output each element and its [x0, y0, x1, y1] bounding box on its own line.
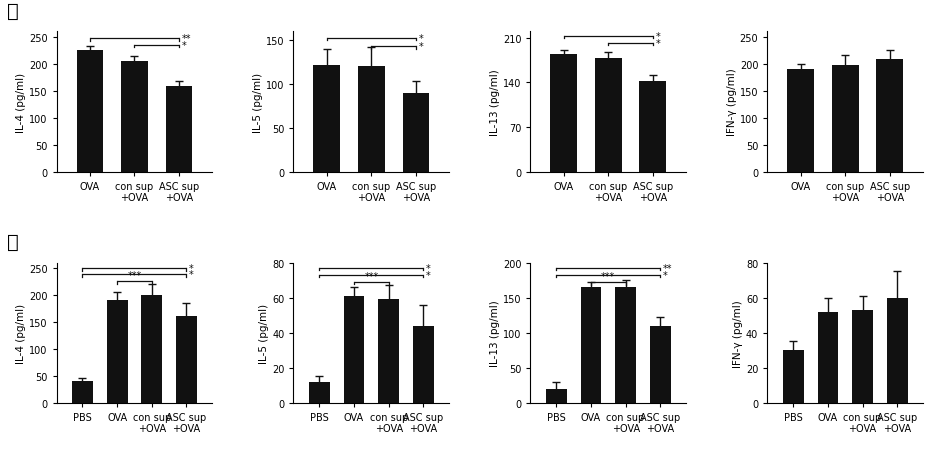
- Text: *: *: [656, 39, 660, 49]
- Bar: [402, 94, 430, 172]
- Bar: [580, 288, 601, 403]
- Y-axis label: IL-4 (pg/ml): IL-4 (pg/ml): [16, 303, 26, 363]
- Text: *: *: [188, 263, 194, 274]
- Text: *: *: [182, 41, 187, 51]
- Bar: [106, 300, 127, 403]
- Bar: [344, 296, 365, 403]
- Text: *: *: [662, 270, 668, 280]
- Bar: [886, 298, 907, 403]
- Text: *: *: [426, 263, 430, 273]
- Bar: [73, 382, 93, 403]
- Text: *: *: [419, 33, 424, 44]
- Text: *: *: [426, 270, 430, 280]
- Bar: [788, 70, 814, 172]
- Bar: [550, 55, 577, 172]
- Text: 가: 가: [7, 2, 19, 21]
- Bar: [413, 326, 433, 403]
- Y-axis label: IFN-γ (pg/ml): IFN-γ (pg/ml): [733, 299, 743, 367]
- Text: **: **: [662, 263, 673, 273]
- Y-axis label: IL-5 (pg/ml): IL-5 (pg/ml): [253, 72, 263, 132]
- Bar: [379, 300, 399, 403]
- Bar: [615, 288, 636, 403]
- Bar: [122, 62, 148, 172]
- Y-axis label: IL-13 (pg/ml): IL-13 (pg/ml): [490, 69, 500, 136]
- Y-axis label: IFN-γ (pg/ml): IFN-γ (pg/ml): [727, 69, 737, 136]
- Bar: [309, 382, 330, 403]
- Bar: [783, 350, 804, 403]
- Bar: [314, 66, 340, 172]
- Y-axis label: IL-13 (pg/ml): IL-13 (pg/ml): [490, 300, 500, 366]
- Bar: [546, 389, 567, 403]
- Text: *: *: [656, 32, 660, 42]
- Text: 나: 나: [7, 232, 19, 251]
- Bar: [595, 59, 622, 172]
- Bar: [876, 60, 903, 172]
- Y-axis label: IL-4 (pg/ml): IL-4 (pg/ml): [16, 72, 26, 132]
- Text: ***: ***: [365, 271, 379, 281]
- Bar: [640, 81, 666, 172]
- Bar: [358, 67, 384, 172]
- Bar: [853, 310, 873, 403]
- Text: ***: ***: [127, 270, 141, 281]
- Y-axis label: IL-5 (pg/ml): IL-5 (pg/ml): [259, 303, 269, 363]
- Bar: [166, 87, 192, 172]
- Text: **: **: [182, 34, 191, 44]
- Bar: [141, 295, 162, 403]
- Text: *: *: [419, 42, 424, 52]
- Bar: [818, 312, 838, 403]
- Bar: [832, 66, 858, 172]
- Bar: [650, 326, 671, 403]
- Text: *: *: [188, 270, 194, 280]
- Bar: [176, 317, 197, 403]
- Text: ***: ***: [601, 271, 615, 282]
- Bar: [76, 51, 104, 172]
